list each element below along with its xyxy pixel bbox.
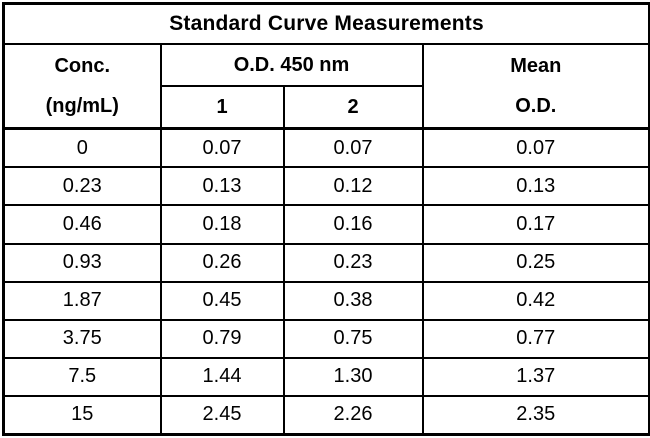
mean-cell: 2.35	[421, 394, 650, 436]
od-replicate-2-header: 2	[282, 85, 424, 131]
od1-cell: 0.26	[159, 242, 285, 283]
od2-cell: 2.26	[282, 394, 424, 436]
mean-header-line1: Mean	[510, 55, 562, 78]
conc-cell: 7.5	[2, 356, 162, 397]
conc-cell: 0	[2, 127, 162, 169]
od2-cell: 1.30	[282, 356, 424, 397]
mean-cell: 0.25	[421, 242, 650, 283]
conc-cell: 3.75	[2, 318, 162, 359]
conc-cell: 0.93	[2, 242, 162, 283]
od1-cell: 0.07	[159, 127, 285, 169]
table-row: 0.93 0.26 0.23 0.25	[2, 242, 650, 283]
mean-cell: 0.42	[421, 280, 650, 321]
od1-cell: 0.13	[159, 166, 285, 207]
table-row: 15 2.45 2.26 2.35	[2, 394, 650, 436]
table-row: 1.87 0.45 0.38 0.42	[2, 280, 650, 321]
conc-cell: 0.23	[2, 166, 162, 207]
table-row: 3.75 0.79 0.75 0.77	[2, 318, 650, 359]
conc-header-line1: Conc.	[54, 55, 111, 78]
mean-cell: 0.07	[421, 127, 650, 169]
conc-column-header: Conc. (ng/mL)	[2, 43, 162, 130]
od1-cell: 1.44	[159, 356, 285, 397]
conc-cell: 15	[2, 394, 162, 436]
od2-cell: 0.16	[282, 204, 424, 245]
header-row-1: Conc. (ng/mL) O.D. 450 nm Mean O.D.	[2, 43, 650, 130]
conc-cell: 1.87	[2, 280, 162, 321]
conc-cell: 0.46	[2, 204, 162, 245]
table-row: 7.5 1.44 1.30 1.37	[2, 356, 650, 397]
od2-cell: 0.75	[282, 318, 424, 359]
od2-cell: 0.23	[282, 242, 424, 283]
od1-cell: 0.45	[159, 280, 285, 321]
table-row: 0.23 0.13 0.12 0.13	[2, 166, 650, 207]
mean-cell: 0.77	[421, 318, 650, 359]
od2-cell: 0.38	[282, 280, 424, 321]
od-replicate-1-header: 1	[159, 85, 285, 131]
table-title: Standard Curve Measurements	[2, 2, 650, 46]
mean-cell: 0.13	[421, 166, 650, 207]
mean-column-header: Mean O.D.	[421, 43, 650, 130]
conc-header-line2: (ng/mL)	[45, 95, 119, 118]
od2-cell: 0.12	[282, 166, 424, 207]
od1-cell: 0.18	[159, 204, 285, 245]
table-row: 0 0.07 0.07 0.07	[2, 127, 650, 169]
od-group-header: O.D. 450 nm	[159, 43, 424, 88]
od2-cell: 0.07	[282, 127, 424, 169]
table-row: 0.46 0.18 0.16 0.17	[2, 204, 650, 245]
header-row-2: 1 2	[4, 85, 650, 131]
mean-cell: 1.37	[421, 356, 650, 397]
od1-cell: 2.45	[159, 394, 285, 436]
mean-header-line2: O.D.	[515, 95, 557, 118]
table-title-row: Standard Curve Measurements	[2, 2, 650, 46]
mean-cell: 0.17	[421, 204, 650, 245]
od1-cell: 0.79	[159, 318, 285, 359]
